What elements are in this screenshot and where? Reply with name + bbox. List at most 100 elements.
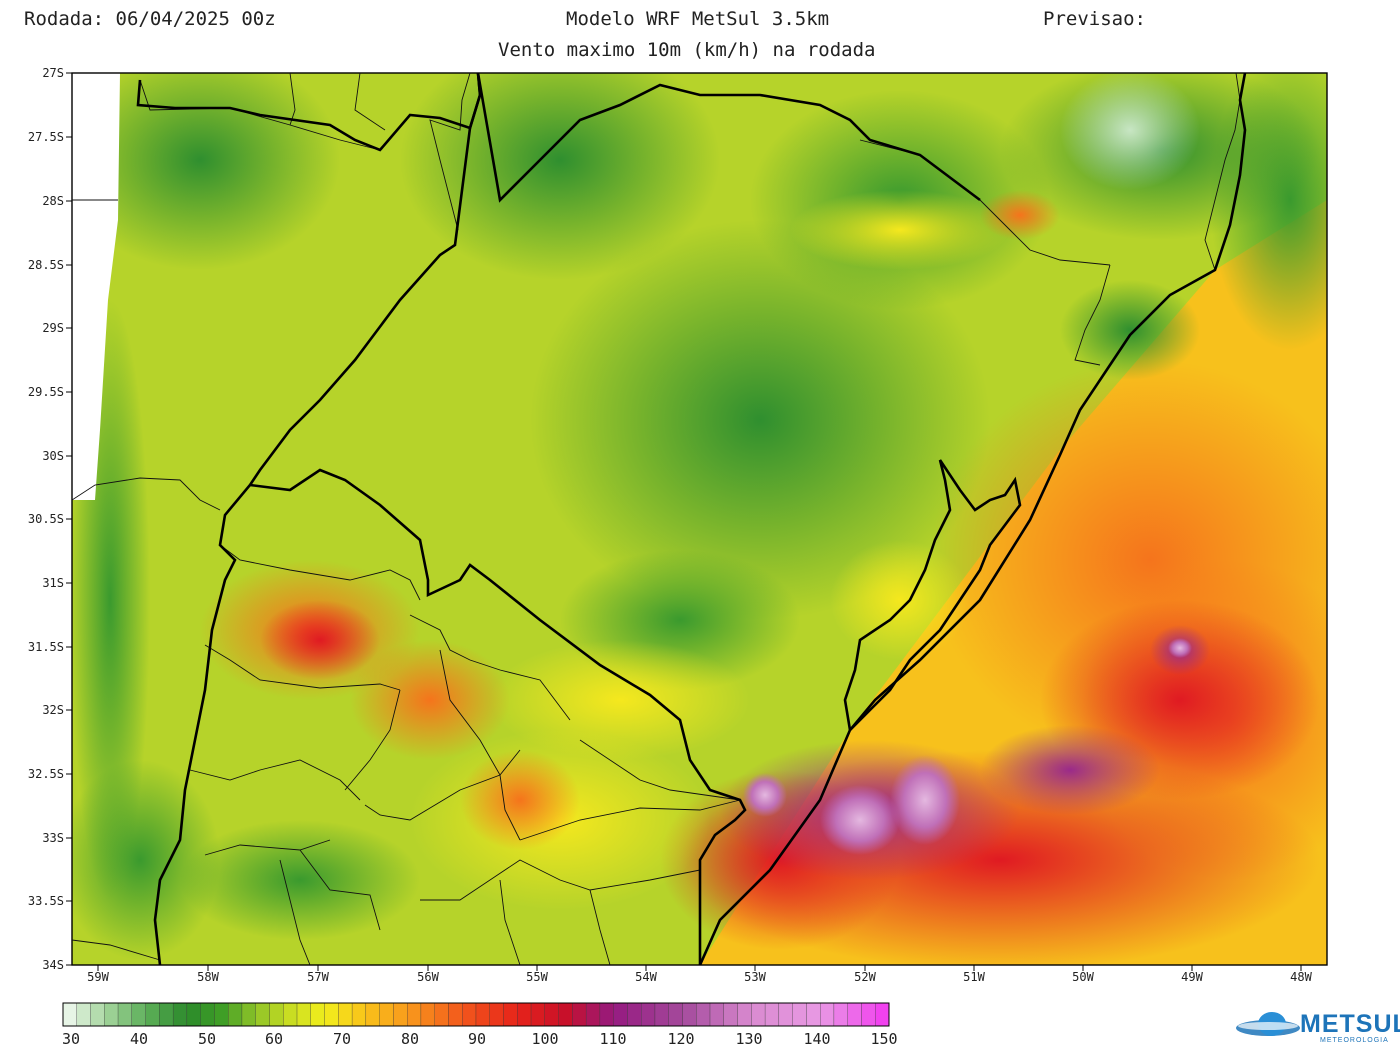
colorbar-cell xyxy=(338,1002,353,1027)
run-date-label: Rodada: 06/04/2025 00z xyxy=(24,8,276,30)
colorbar-label: 130 xyxy=(735,1030,763,1048)
colorbar-cell xyxy=(654,1002,669,1027)
colorbar-cell xyxy=(792,1002,807,1027)
colorbar-cell xyxy=(613,1002,628,1027)
colorbar-cell xyxy=(599,1002,614,1027)
colorbar-cell xyxy=(186,1002,201,1027)
colorbar-cell xyxy=(517,1002,532,1027)
colorbar-cell xyxy=(462,1002,477,1027)
colorbar-cell xyxy=(847,1002,862,1027)
colorbar-label: 80 xyxy=(400,1030,420,1048)
colorbar-cell xyxy=(806,1002,821,1027)
colorbar-cell xyxy=(572,1002,587,1027)
wind-map xyxy=(66,72,1328,971)
lat-label: 33S xyxy=(42,831,64,845)
colorbar-cell xyxy=(351,1002,367,1027)
lon-label: 54W xyxy=(635,970,657,984)
lat-label: 33.5S xyxy=(27,894,64,908)
colorbar-cell xyxy=(379,1002,394,1027)
colorbar-cell xyxy=(117,1002,132,1027)
colorbar-cell xyxy=(90,1002,105,1027)
colorbar-cell xyxy=(627,1002,642,1027)
lat-label: 32.5S xyxy=(27,767,64,781)
colorbar-cell xyxy=(558,1002,573,1027)
colorbar-cell xyxy=(696,1002,711,1027)
colorbar-cell xyxy=(172,1002,188,1027)
colorbar-cell xyxy=(820,1002,835,1027)
colorbar-label: 60 xyxy=(264,1030,284,1048)
colorbar-cell xyxy=(585,1002,601,1027)
colorbar-cell xyxy=(489,1002,504,1027)
colorbar-cell xyxy=(255,1002,270,1027)
colorbar xyxy=(62,1002,890,1027)
colorbar-label: 50 xyxy=(197,1030,217,1048)
lon-label: 53W xyxy=(744,970,766,984)
colorbar-cell xyxy=(737,1002,752,1027)
lat-label: 27S xyxy=(42,66,64,80)
longitude-ticks xyxy=(97,965,1302,971)
model-name-label: Modelo WRF MetSul 3.5km xyxy=(566,8,830,30)
colorbar-cell xyxy=(778,1002,793,1027)
lon-label: 58W xyxy=(197,970,219,984)
lon-label: 49W xyxy=(1181,970,1203,984)
wind-field xyxy=(72,73,1327,965)
colorbar-cell xyxy=(241,1002,256,1027)
lon-label: 48W xyxy=(1290,970,1312,984)
logo-name: METSUL xyxy=(1300,1010,1400,1038)
lat-label: 29.5S xyxy=(27,385,64,399)
colorbar-cell xyxy=(62,1002,77,1027)
colorbar-cell xyxy=(365,1002,380,1027)
colorbar-cell xyxy=(407,1002,422,1027)
lon-label: 57W xyxy=(307,970,329,984)
municipal-boundaries xyxy=(72,73,1241,965)
colorbar-cell xyxy=(131,1002,146,1027)
lat-label: 28.5S xyxy=(27,258,64,272)
colorbar-cell xyxy=(875,1002,890,1027)
lat-label: 30S xyxy=(42,449,64,463)
colorbar-cell xyxy=(530,1002,545,1027)
colorbar-cell xyxy=(475,1002,490,1027)
colorbar-label: 140 xyxy=(803,1030,831,1048)
lon-label: 52W xyxy=(854,970,876,984)
colorbar-label: 30 xyxy=(61,1030,81,1048)
colorbar-cell xyxy=(448,1002,463,1027)
lon-label: 55W xyxy=(526,970,548,984)
colorbar-cell xyxy=(283,1002,298,1027)
colorbar-cell xyxy=(544,1002,559,1027)
colorbar-label: 120 xyxy=(667,1030,695,1048)
lat-label: 34S xyxy=(42,958,64,972)
lat-label: 30.5S xyxy=(27,512,64,526)
lon-label: 56W xyxy=(417,970,439,984)
colorbar-cell xyxy=(861,1002,876,1027)
colorbar-label: 110 xyxy=(599,1030,627,1048)
lon-label: 59W xyxy=(87,970,109,984)
colorbar-label: 100 xyxy=(531,1030,559,1048)
lat-label: 31S xyxy=(42,576,64,590)
colorbar-cell xyxy=(420,1002,435,1027)
colorbar-label: 40 xyxy=(129,1030,149,1048)
lat-label: 29S xyxy=(42,321,64,335)
lat-label: 31.5S xyxy=(27,640,64,654)
lon-label: 50W xyxy=(1072,970,1094,984)
logo-tagline: METEOROLOGIA xyxy=(1320,1037,1389,1044)
colorbar-cell xyxy=(641,1002,656,1027)
country-boundaries xyxy=(136,73,1247,965)
colorbar-cell xyxy=(434,1002,449,1027)
colorbar-cell xyxy=(214,1002,229,1027)
colorbar-cell xyxy=(709,1002,724,1027)
lat-label: 28S xyxy=(42,194,64,208)
colorbar-cell xyxy=(764,1002,780,1027)
map-subtitle: Vento maximo 10m (km/h) na rodada xyxy=(498,39,876,61)
colorbar-cell xyxy=(668,1002,683,1027)
colorbar-cell xyxy=(393,1002,408,1027)
colorbar-label: 70 xyxy=(332,1030,352,1048)
metsul-logo xyxy=(1236,1012,1300,1036)
colorbar-cell xyxy=(269,1002,284,1027)
colorbar-cell xyxy=(324,1002,339,1027)
latitude-ticks xyxy=(66,72,72,966)
colorbar-cell xyxy=(200,1002,215,1027)
colorbar-cell xyxy=(76,1002,91,1027)
lat-label: 27.5S xyxy=(27,130,64,144)
colorbar-cell xyxy=(104,1002,119,1027)
colorbar-cell xyxy=(751,1002,766,1027)
